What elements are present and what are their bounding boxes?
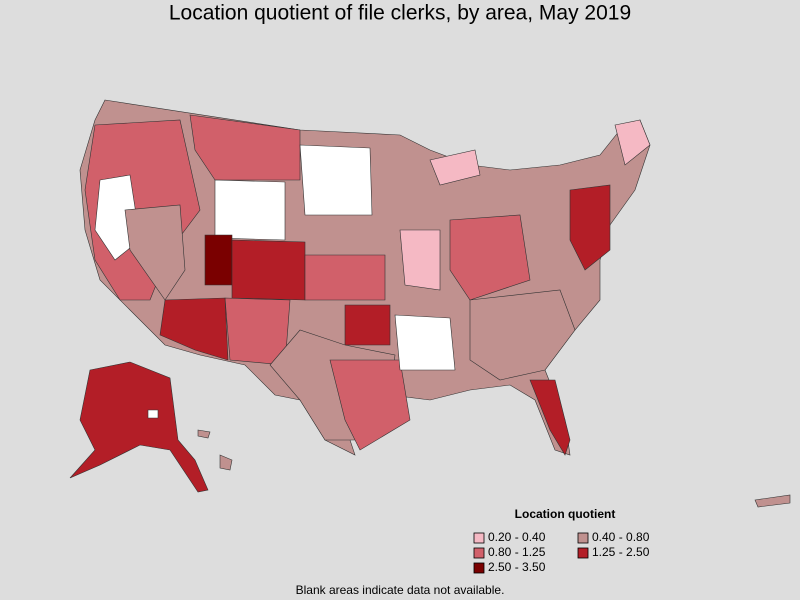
region-arizona: [159, 297, 229, 361]
legend-label: 0.80 - 1.25: [488, 545, 546, 559]
hawaii: [219, 454, 233, 471]
region-florida: [529, 379, 571, 456]
legend-label: 2.50 - 3.50: [488, 560, 546, 574]
legend-swatch: [473, 562, 485, 574]
alaska: [69, 361, 209, 493]
legend-label: 1.25 - 2.50: [592, 545, 650, 559]
legend: Location quotient 0.20 - 0.40 0.40 - 0.80…: [473, 507, 650, 574]
legend-swatch: [577, 547, 589, 559]
legend-label: 0.40 - 0.80: [592, 530, 650, 544]
legend-swatch: [473, 547, 485, 559]
region-gulf: [329, 359, 411, 451]
map-title: Location quotient of file clerks, by are…: [169, 2, 631, 25]
region-kansas: [304, 254, 386, 301]
region-nevada: [124, 204, 186, 301]
region-utah: [204, 234, 233, 286]
region-ohio-valley: [449, 214, 531, 301]
region-mississippi: [394, 314, 456, 371]
footnote: Blank areas indicate data not available.: [296, 583, 505, 597]
legend-title: Location quotient: [515, 507, 616, 521]
region-maine: [614, 119, 651, 166]
hawaii-islands: [197, 429, 211, 439]
region-wyoming: [214, 179, 286, 241]
region-montana: [189, 114, 301, 181]
alaska-blank: [147, 409, 159, 419]
region-northeast: [569, 184, 611, 271]
puerto-rico: [754, 494, 791, 508]
region-illinois: [399, 229, 441, 291]
legend-swatch: [473, 532, 485, 544]
legend-swatch: [577, 532, 589, 544]
region-southeast: [469, 289, 576, 381]
region-michigan: [429, 149, 481, 186]
legend-label: 0.20 - 0.40: [488, 530, 546, 544]
region-oklahoma: [344, 304, 391, 346]
region-colorado: [231, 239, 306, 301]
region-dakotas: [299, 144, 373, 216]
